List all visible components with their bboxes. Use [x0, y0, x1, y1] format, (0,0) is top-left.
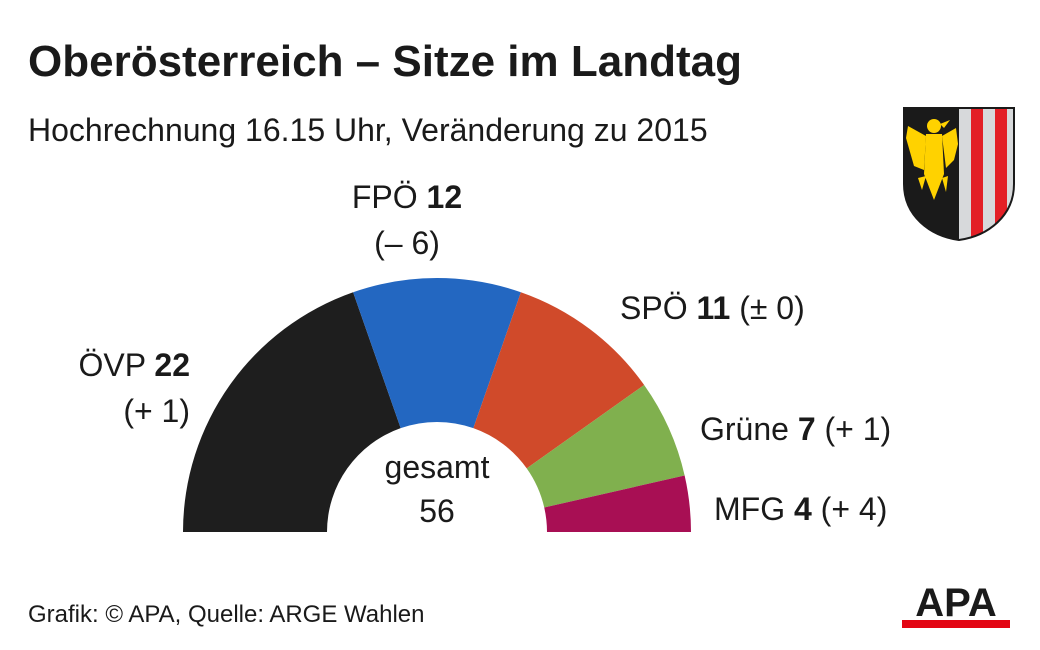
party-change: (– 6)	[374, 225, 440, 261]
party-label-grüne: Grüne 7 (+ 1)	[700, 411, 891, 447]
party-label-fpö: FPÖ 12	[352, 179, 462, 215]
party-seats: 4	[794, 491, 812, 527]
party-change: (+ 1)	[123, 393, 190, 429]
seat-segment-mfg	[544, 475, 691, 532]
apa-logo-bar	[902, 620, 1010, 628]
party-name: FPÖ	[352, 179, 427, 215]
upper-austria-coat-of-arms-icon	[903, 107, 1015, 242]
party-change: (+ 4)	[812, 491, 888, 527]
party-label-övp: ÖVP 22	[79, 347, 190, 383]
party-change: (+ 1)	[816, 411, 892, 447]
seat-segment-fpö	[353, 277, 521, 429]
party-name: MFG	[714, 491, 794, 527]
party-seats: 12	[427, 179, 463, 215]
apa-logo: APA	[902, 582, 1010, 628]
total-value: 56	[419, 493, 455, 529]
party-seats: 11	[696, 290, 730, 326]
party-label-mfg: MFG 4 (+ 4)	[714, 491, 887, 527]
party-seats: 7	[798, 411, 816, 447]
party-name: Grüne	[700, 411, 798, 447]
apa-logo-text: APA	[915, 582, 996, 625]
total-label: gesamt	[385, 449, 490, 485]
source-credit: Grafik: © APA, Quelle: ARGE Wahlen	[28, 601, 425, 628]
seat-segments	[183, 277, 691, 532]
party-seats: 22	[154, 347, 190, 383]
seat-segment-övp	[183, 292, 401, 532]
chart-title: Oberösterreich – Sitze im Landtag	[28, 37, 742, 86]
seat-segment-grüne	[526, 385, 685, 508]
chart-subtitle: Hochrechnung 16.15 Uhr, Veränderung zu 2…	[28, 112, 708, 148]
party-name: ÖVP	[79, 347, 155, 383]
party-name: SPÖ	[620, 290, 696, 326]
party-labels: ÖVP 22 (+ 1) FPÖ 12 (– 6) SPÖ 11 (± 0) Grüne …	[79, 179, 892, 527]
seat-segment-spö	[473, 292, 645, 469]
party-label-spö: SPÖ 11 (± 0)	[620, 290, 805, 326]
party-change: (± 0)	[730, 290, 804, 326]
